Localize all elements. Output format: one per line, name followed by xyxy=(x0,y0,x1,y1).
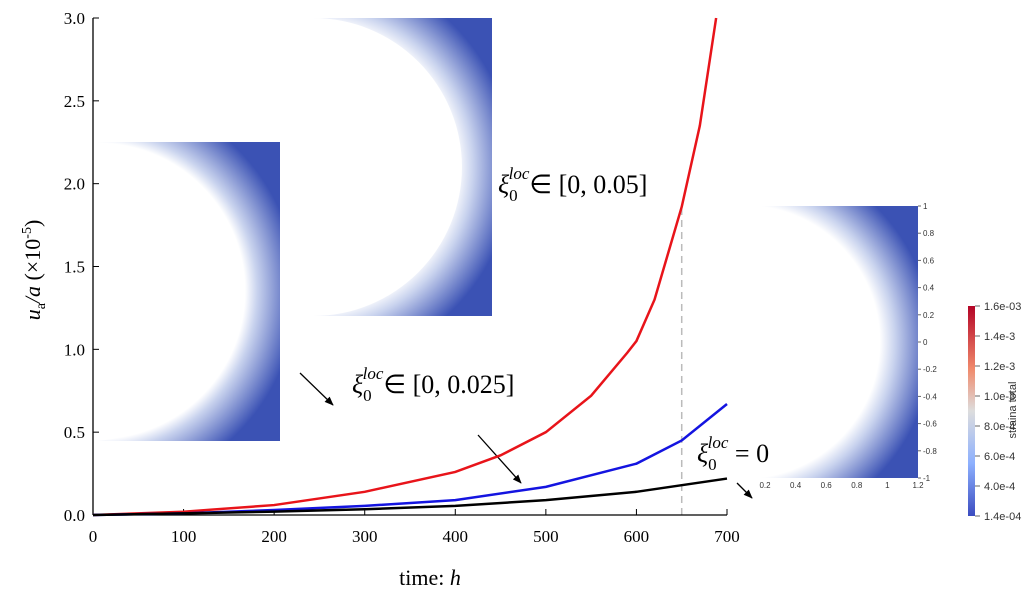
y-tick-label: 0.0 xyxy=(64,506,85,525)
y-label-sup: -5 xyxy=(20,227,35,239)
x-label-var: h xyxy=(450,565,461,590)
insets: straina total xyxy=(97,18,1019,516)
arrow xyxy=(737,483,752,498)
series-annotation: ξ0loc = 0 xyxy=(697,433,769,474)
series-annotation: ξ0loc∈ [0, 0.05] xyxy=(498,164,647,205)
inset-x-tick-label: 1 xyxy=(885,481,890,490)
inset-y-tick-label: 0.6 xyxy=(923,256,935,265)
inset-x-tick-label: 0.6 xyxy=(821,481,833,490)
inset-y-tick-label: -0.8 xyxy=(923,447,937,456)
series-annotation: ξ0loc∈ [0, 0.025] xyxy=(352,364,514,405)
y-label-mid: /a xyxy=(20,286,45,305)
y-tick-label: 2.0 xyxy=(64,175,85,194)
annotation-sub: 0 xyxy=(363,386,372,405)
inset-y-tick-label: 0.2 xyxy=(923,311,935,320)
annotation-sub: 0 xyxy=(708,455,717,474)
y-label-end: ) xyxy=(20,220,45,227)
inset-y-tick-label: -1 xyxy=(923,474,931,483)
inset-y-tick-label: -0.6 xyxy=(923,420,937,429)
y-tick-label: 2.5 xyxy=(64,92,85,111)
y-tick-label: 0.5 xyxy=(64,423,85,442)
colorbar-label: 1.0e-3 xyxy=(984,391,1015,403)
y-tick-label: 1.5 xyxy=(64,258,85,277)
x-tick-label: 0 xyxy=(89,527,98,546)
colorbar-label: 1.6e-03 xyxy=(984,301,1021,313)
inset-y-tick-label: -0.4 xyxy=(923,392,937,401)
inset-y-tick-label: 1 xyxy=(923,202,928,211)
arrow xyxy=(478,435,521,483)
inset-image xyxy=(743,206,918,478)
x-tick-label: 400 xyxy=(443,527,469,546)
colorbar-label: 4.0e-4 xyxy=(984,481,1015,493)
y-tick-label: 1.0 xyxy=(64,340,85,359)
chart: straina total time: h ua/a (×10-5) 01002… xyxy=(0,0,1027,592)
colorbar xyxy=(968,306,975,516)
annotation-sup: loc xyxy=(708,433,729,452)
inset-y-tick-label: -0.2 xyxy=(923,365,937,374)
annotation-text: ∈ [0, 0.025] xyxy=(383,370,514,399)
x-axis-label: time: h xyxy=(399,565,461,590)
x-tick-label: 100 xyxy=(171,527,197,546)
arrow xyxy=(300,373,333,405)
colorbar-label: 6.0e-4 xyxy=(984,451,1015,463)
y-tick-label: 3.0 xyxy=(64,9,85,28)
annotation-text: ∈ [0, 0.05] xyxy=(529,170,647,199)
annotation-sup: loc xyxy=(509,164,530,183)
colorbar-label: 1.4e-04 xyxy=(984,511,1021,523)
inset-x-tick-label: 0.8 xyxy=(851,481,863,490)
line xyxy=(93,479,727,515)
inset-y-tick-label: 0.8 xyxy=(923,229,935,238)
x-tick-label: 500 xyxy=(533,527,559,546)
y-label-unit: (×10 xyxy=(20,239,45,286)
colorbar-label: 8.0e-4 xyxy=(984,421,1015,433)
annotation-text: = 0 xyxy=(728,439,769,468)
inset-x-tick-label: 1.2 xyxy=(912,481,924,490)
colorbar-label: 1.4e-3 xyxy=(984,331,1015,343)
x-tick-label: 200 xyxy=(261,527,287,546)
inset-x-tick-label: 0.4 xyxy=(790,481,802,490)
x-tick-label: 700 xyxy=(714,527,740,546)
inset-image xyxy=(313,18,492,316)
colorbar-label: 1.2e-3 xyxy=(984,361,1015,373)
inset-y-tick-label: 0 xyxy=(923,338,928,347)
inset-x-tick-label: 0.2 xyxy=(759,481,771,490)
annotation-sup: loc xyxy=(363,364,384,383)
inset-y-tick-label: 0.4 xyxy=(923,284,935,293)
x-tick-label: 600 xyxy=(624,527,650,546)
y-label-var: u xyxy=(20,309,45,320)
x-tick-label: 300 xyxy=(352,527,378,546)
inset-image xyxy=(97,142,280,441)
x-label-text: time: xyxy=(399,565,450,590)
y-axis-label: ua/a (×10-5) xyxy=(20,220,49,321)
annotation-sub: 0 xyxy=(509,186,518,205)
